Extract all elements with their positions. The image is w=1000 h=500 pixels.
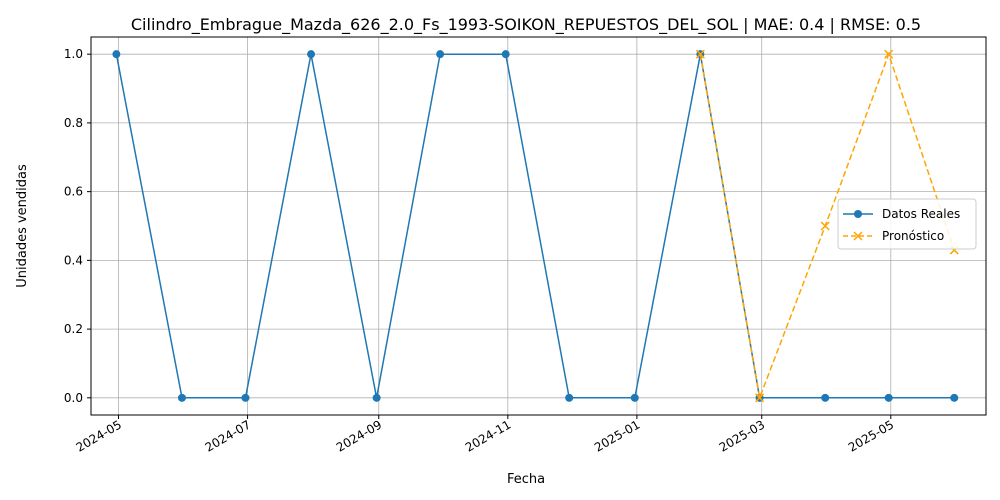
data-point-real: [884, 393, 893, 402]
data-point-forecast: [820, 221, 830, 231]
legend-label-forecast: Pronóstico: [882, 229, 944, 243]
data-point-forecast: [695, 49, 705, 59]
y-tick-label: 0.4: [64, 253, 83, 267]
data-point-real: [821, 393, 830, 402]
legend-marker-real: [854, 210, 862, 218]
legend: Datos Reales Pronóstico: [837, 198, 977, 250]
legend-marker-forecast: [853, 231, 863, 241]
data-point-real: [112, 50, 121, 59]
plot-area-frame: [90, 36, 987, 416]
legend-label-real: Datos Reales: [882, 207, 960, 221]
data-point-real: [372, 393, 381, 402]
data-point-real: [177, 393, 186, 402]
y-tick-label: 1.0: [64, 47, 83, 61]
data-point-real: [565, 393, 574, 402]
x-axis-title: Fecha: [507, 472, 545, 487]
data-point-forecast: [755, 393, 765, 403]
data-point-real: [950, 393, 959, 402]
data-point-real: [630, 393, 639, 402]
y-tick-label: 0.2: [64, 322, 83, 336]
data-point-forecast: [884, 49, 894, 59]
data-point-real: [436, 50, 445, 59]
series-layer: [112, 49, 959, 403]
y-tick-label: 0.6: [64, 185, 83, 199]
data-point-real: [501, 50, 510, 59]
data-point-real: [307, 50, 316, 59]
data-point-real: [241, 393, 250, 402]
chart-title: Cilindro_Embrague_Mazda_626_2.0_Fs_1993-…: [131, 15, 921, 35]
series-line-real: [115, 53, 955, 399]
y-tick-label: 0.0: [64, 391, 83, 405]
y-axis-title: Unidades vendidas: [15, 164, 30, 288]
y-tick-label: 0.8: [64, 116, 83, 130]
legend-frame: [837, 198, 977, 250]
